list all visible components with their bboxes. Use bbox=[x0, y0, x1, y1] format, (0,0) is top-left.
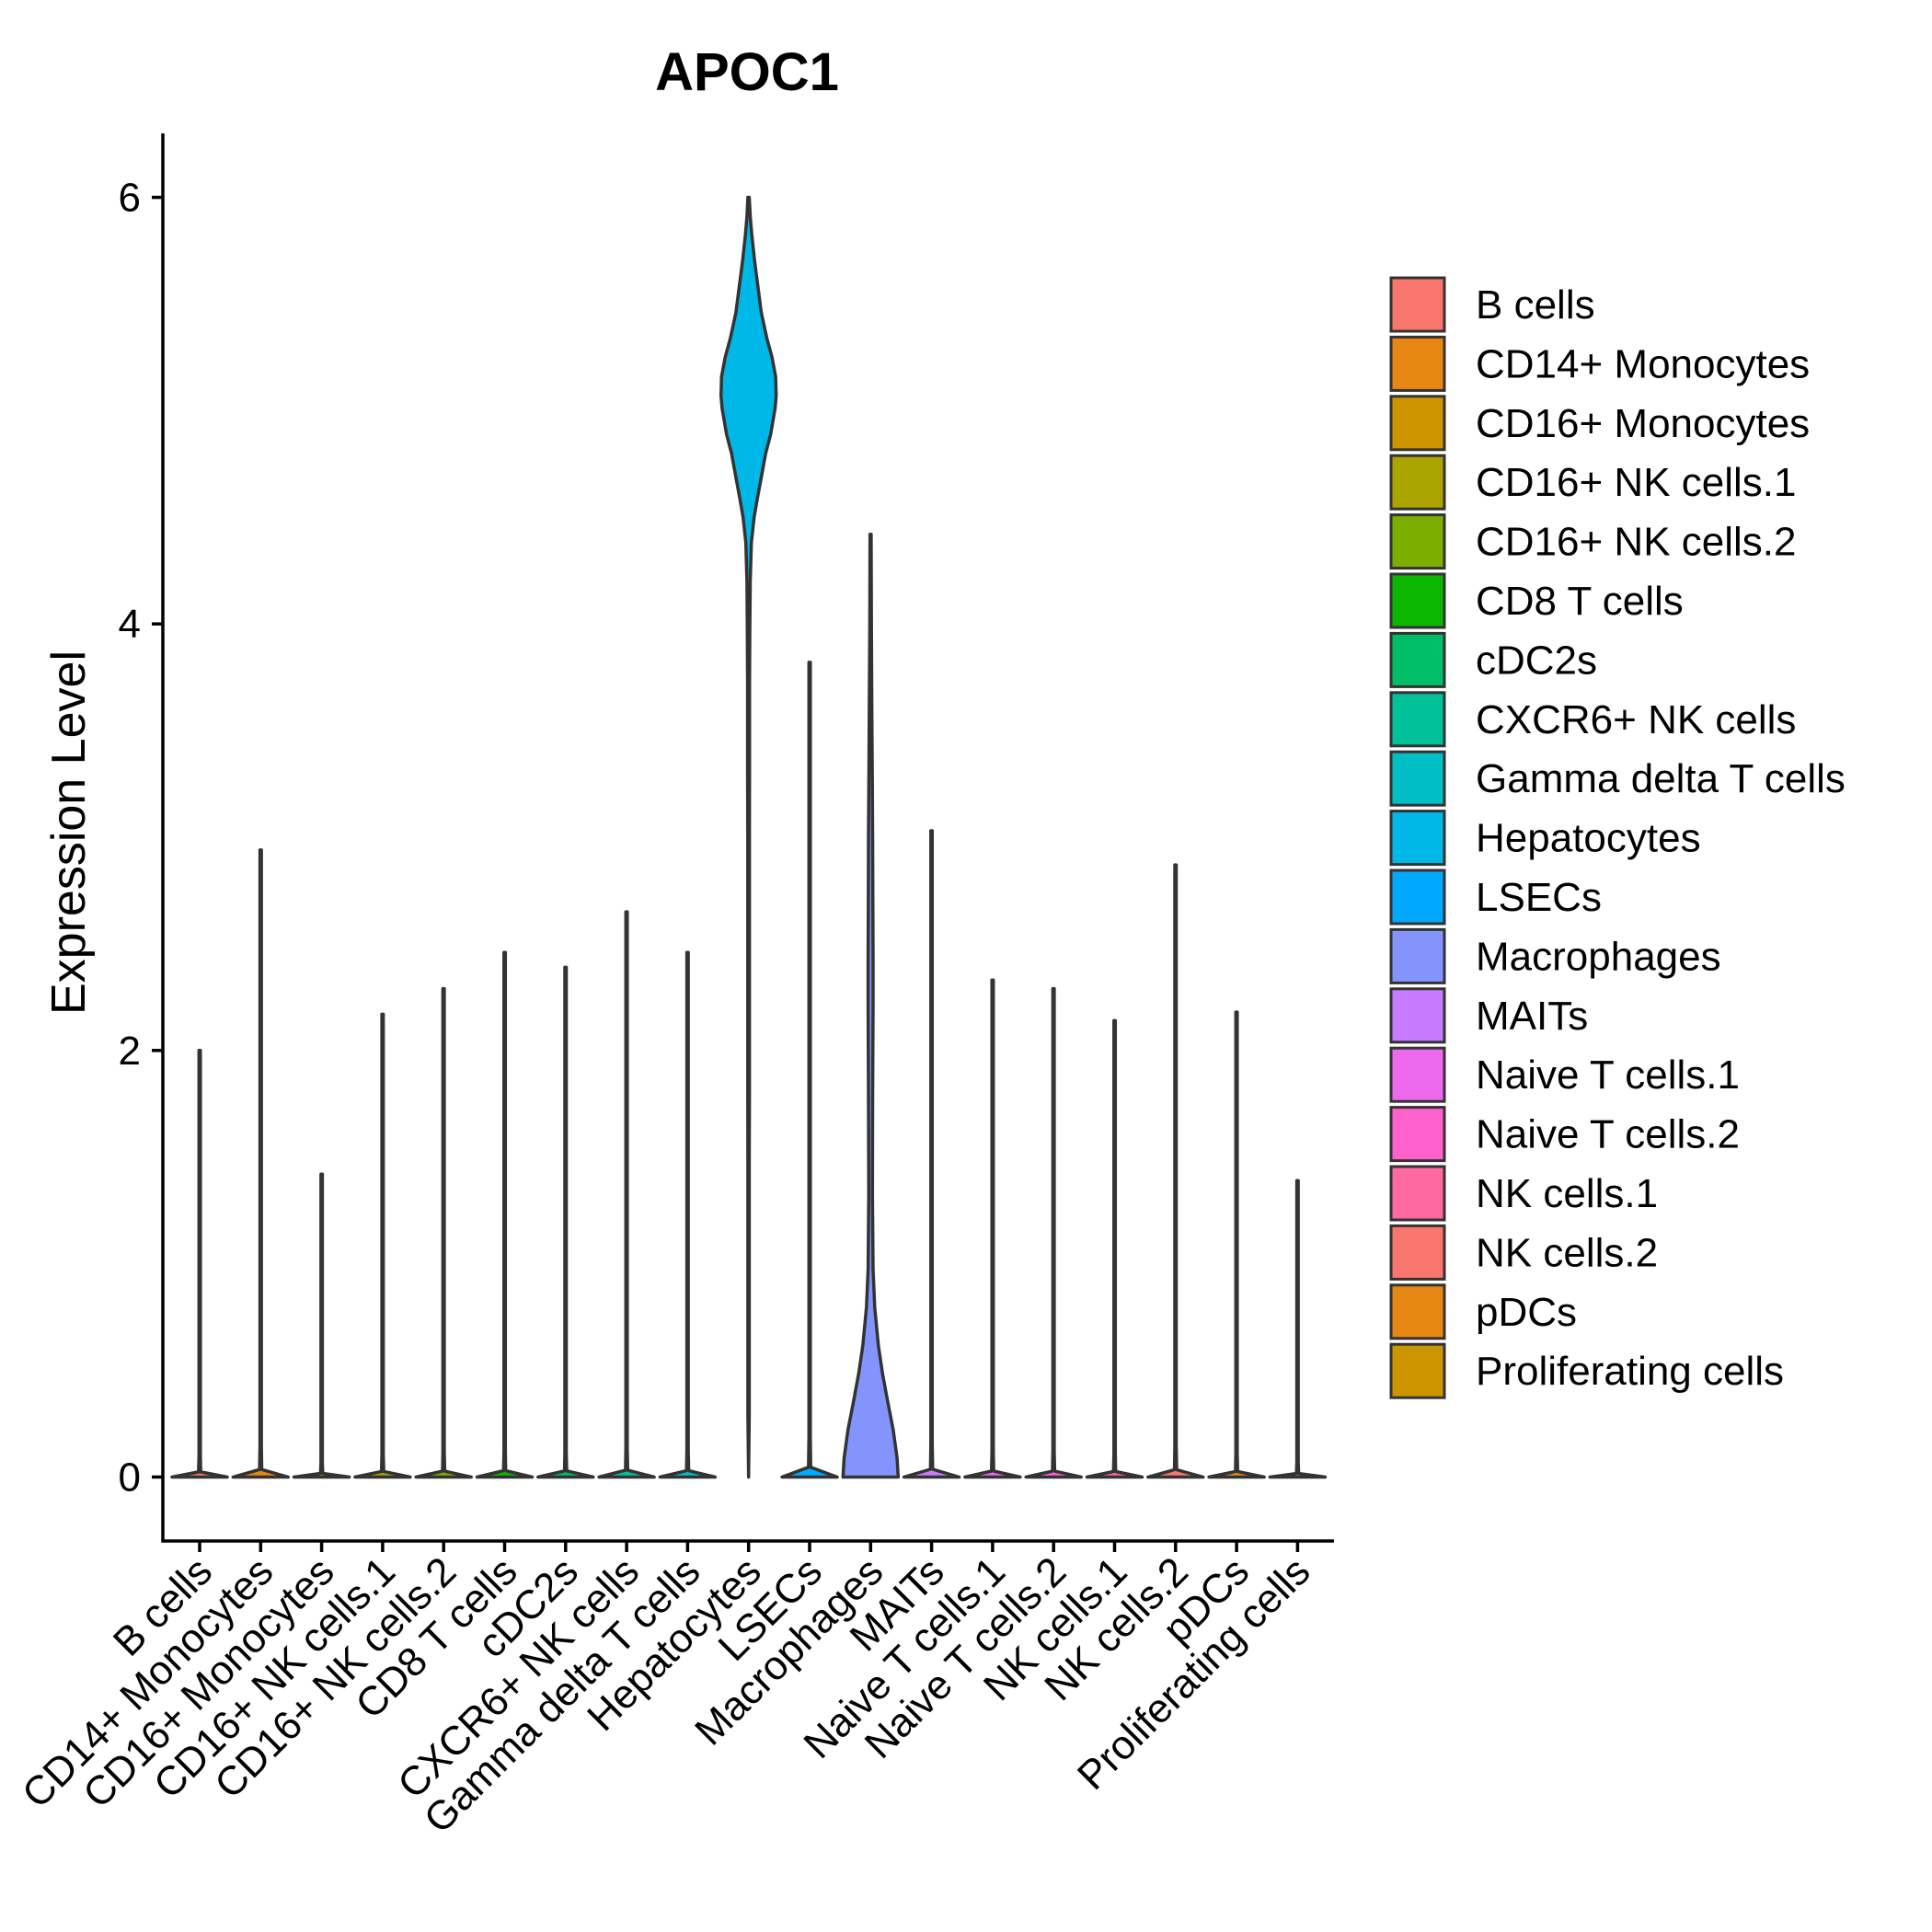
legend-label: MAITs bbox=[1476, 994, 1588, 1039]
violin-cd14-monocytes bbox=[233, 850, 288, 1478]
legend-key bbox=[1391, 989, 1444, 1042]
legend-label: NK cells.2 bbox=[1476, 1230, 1658, 1275]
chart-title: APOC1 bbox=[655, 42, 839, 102]
violin-proliferating-cells bbox=[1270, 1180, 1325, 1477]
legend: B cells CD14+ Monocytes CD16+ Monocytes CD1… bbox=[1391, 278, 1846, 1397]
legend-key bbox=[1391, 278, 1444, 331]
violin-macrophages bbox=[843, 535, 898, 1478]
legend-label: CD16+ NK cells.1 bbox=[1476, 460, 1796, 505]
violin-b-cells bbox=[172, 1051, 227, 1478]
violin-cd16-monocytes bbox=[294, 1174, 350, 1477]
legend-label: CD14+ Monocytes bbox=[1476, 341, 1810, 386]
legend-key bbox=[1391, 574, 1444, 627]
legend-key bbox=[1391, 397, 1444, 450]
violin-cd8-t-cells bbox=[477, 952, 533, 1477]
violin-nk-cells-1 bbox=[1087, 1020, 1143, 1477]
violin-gamma-delta-t-cells bbox=[660, 952, 715, 1477]
legend-label: Naive T cells.2 bbox=[1476, 1112, 1740, 1157]
legend-label: pDCs bbox=[1476, 1290, 1577, 1335]
violin-pdcs bbox=[1209, 1012, 1264, 1477]
legend-key bbox=[1391, 693, 1444, 746]
violin-hepatocytes bbox=[721, 198, 776, 1478]
y-axis-title: Expression Level bbox=[42, 650, 96, 1015]
legend-label: NK cells.1 bbox=[1476, 1171, 1658, 1216]
violin-cd16-nk-cells-1 bbox=[355, 1014, 410, 1477]
legend-key bbox=[1391, 455, 1444, 509]
legend-label: Gamma delta T cells bbox=[1476, 756, 1846, 801]
legend-key bbox=[1391, 1344, 1444, 1397]
violin-cd16-nk-cells-2 bbox=[416, 989, 471, 1478]
legend-key bbox=[1391, 870, 1444, 924]
legend-label: Macrophages bbox=[1476, 934, 1721, 979]
legend-label: Proliferating cells bbox=[1476, 1349, 1784, 1394]
y-tick-label: 6 bbox=[119, 176, 141, 221]
legend-key bbox=[1391, 811, 1444, 865]
violin-nk-cells-2 bbox=[1148, 865, 1203, 1477]
violin-maits bbox=[904, 831, 960, 1478]
legend-label: cDC2s bbox=[1476, 638, 1597, 683]
legend-label: CD16+ NK cells.2 bbox=[1476, 520, 1796, 565]
legend-key bbox=[1391, 1285, 1444, 1339]
violin-cdc2s bbox=[538, 967, 593, 1477]
legend-label: B cells bbox=[1476, 282, 1595, 328]
legend-label: Naive T cells.1 bbox=[1476, 1052, 1740, 1098]
violin-lsecs bbox=[782, 662, 837, 1478]
legend-key bbox=[1391, 752, 1444, 805]
legend-key bbox=[1391, 1167, 1444, 1220]
legend-label: CXCR6+ NK cells bbox=[1476, 697, 1796, 742]
legend-label: CD16+ Monocytes bbox=[1476, 401, 1810, 446]
plot-area bbox=[172, 198, 1325, 1478]
violin-plot: APOC1 Expression Level 0 2 4 6 B cells CD14+ … bbox=[0, 0, 1932, 1932]
violin-cxcr6-nk-cells bbox=[599, 912, 654, 1477]
y-tick-label: 4 bbox=[119, 602, 141, 647]
legend-label: CD8 T cells bbox=[1476, 579, 1684, 624]
legend-key bbox=[1391, 1225, 1444, 1279]
legend-label: Hepatocytes bbox=[1476, 816, 1701, 861]
legend-key bbox=[1391, 337, 1444, 390]
legend-key bbox=[1391, 515, 1444, 569]
legend-key bbox=[1391, 1048, 1444, 1101]
legend-key bbox=[1391, 1108, 1444, 1161]
y-tick-label: 2 bbox=[119, 1029, 141, 1074]
legend-key bbox=[1391, 633, 1444, 686]
legend-key bbox=[1391, 929, 1444, 983]
violin-naive-t-cells-1 bbox=[965, 980, 1020, 1477]
violin-naive-t-cells-2 bbox=[1026, 989, 1081, 1478]
y-tick-label: 0 bbox=[119, 1455, 141, 1500]
legend-label: LSECs bbox=[1476, 875, 1602, 920]
